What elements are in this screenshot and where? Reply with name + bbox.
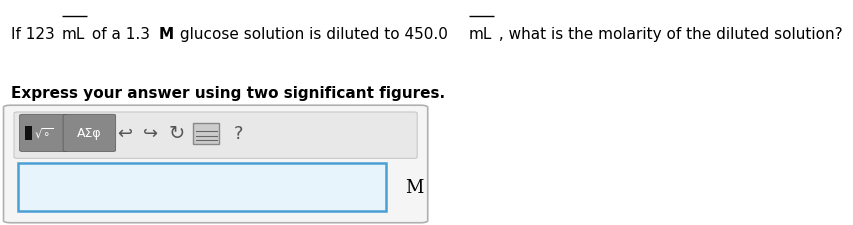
Text: ↩: ↩ <box>117 124 132 142</box>
FancyBboxPatch shape <box>3 106 427 223</box>
Text: $\sqrt{\circ}$: $\sqrt{\circ}$ <box>33 127 54 141</box>
FancyBboxPatch shape <box>63 115 115 152</box>
FancyBboxPatch shape <box>14 112 417 159</box>
Text: mL: mL <box>62 27 85 42</box>
Text: M: M <box>405 178 423 196</box>
Text: ↪: ↪ <box>143 124 158 142</box>
Text: Express your answer using two significant figures.: Express your answer using two significan… <box>10 86 444 100</box>
Text: If 123: If 123 <box>10 27 59 42</box>
Text: M: M <box>159 27 174 42</box>
FancyBboxPatch shape <box>20 115 67 152</box>
Bar <box>193 123 219 144</box>
Text: of a 1.3: of a 1.3 <box>87 27 154 42</box>
Text: ?: ? <box>234 124 243 142</box>
Text: glucose solution is diluted to 450.0: glucose solution is diluted to 450.0 <box>175 27 452 42</box>
FancyBboxPatch shape <box>18 163 386 212</box>
Text: ↻: ↻ <box>168 124 184 143</box>
Text: mL: mL <box>468 27 492 42</box>
Bar <box>26 126 32 141</box>
Text: , what is the molarity of the diluted solution?: , what is the molarity of the diluted so… <box>493 27 841 42</box>
Text: ΑΣφ: ΑΣφ <box>77 127 102 140</box>
